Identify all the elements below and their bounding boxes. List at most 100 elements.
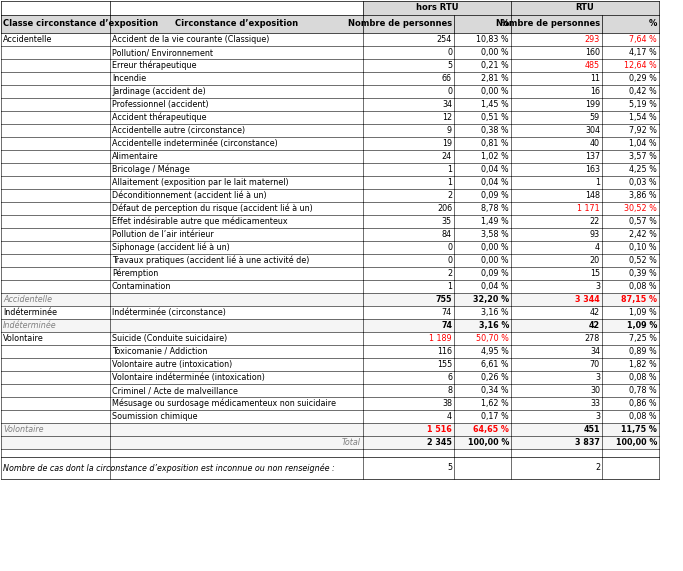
Text: Erreur thérapeutique: Erreur thérapeutique	[112, 61, 197, 70]
Text: 35: 35	[442, 217, 452, 226]
Text: 3,16 %: 3,16 %	[479, 321, 509, 330]
Text: 3,16 %: 3,16 %	[482, 308, 509, 317]
Text: 32,20 %: 32,20 %	[473, 295, 509, 304]
Text: Nombre de personnes: Nombre de personnes	[496, 19, 600, 29]
Text: Alimentaire: Alimentaire	[112, 152, 158, 161]
Text: Toxicomanie / Addiction: Toxicomanie / Addiction	[112, 347, 208, 356]
Text: 137: 137	[585, 152, 600, 161]
Text: 3 344: 3 344	[575, 295, 600, 304]
Text: 254: 254	[436, 35, 452, 44]
Text: Criminel / Acte de malveillance: Criminel / Acte de malveillance	[112, 386, 238, 395]
Text: Indéterminée (circonstance): Indéterminée (circonstance)	[112, 308, 226, 317]
Text: 163: 163	[585, 165, 600, 174]
Text: 93: 93	[590, 230, 600, 239]
Text: 1,54 %: 1,54 %	[629, 113, 657, 122]
Text: 4,17 %: 4,17 %	[629, 48, 657, 57]
Bar	[511, 1, 659, 15]
Text: 15: 15	[590, 269, 600, 278]
Text: 0,42 %: 0,42 %	[629, 87, 657, 96]
Text: Contamination: Contamination	[112, 282, 171, 291]
Text: 4,95 %: 4,95 %	[481, 347, 509, 356]
Text: Nombre de personnes: Nombre de personnes	[348, 19, 452, 29]
Text: Soumission chimique: Soumission chimique	[112, 412, 197, 421]
Text: 4: 4	[447, 412, 452, 421]
Text: 0,38 %: 0,38 %	[482, 126, 509, 135]
Text: 100,00 %: 100,00 %	[615, 438, 657, 447]
Text: Total: Total	[342, 438, 361, 447]
Text: 0,34 %: 0,34 %	[482, 386, 509, 395]
Text: 0,89 %: 0,89 %	[629, 347, 657, 356]
Text: 66: 66	[442, 74, 452, 83]
Text: 2,81 %: 2,81 %	[482, 74, 509, 83]
Text: Pollution/ Environnement: Pollution/ Environnement	[112, 48, 213, 57]
Text: 0: 0	[447, 48, 452, 57]
Text: RTU: RTU	[576, 3, 594, 13]
Text: 0,08 %: 0,08 %	[629, 373, 657, 382]
Text: 22: 22	[589, 217, 600, 226]
Bar	[363, 1, 511, 15]
Text: 1,09 %: 1,09 %	[629, 308, 657, 317]
Text: 2: 2	[595, 464, 600, 472]
Text: 199: 199	[585, 100, 600, 109]
Text: 0,04 %: 0,04 %	[482, 165, 509, 174]
Bar	[1, 423, 659, 436]
Text: 451: 451	[583, 425, 600, 434]
Text: 5: 5	[447, 464, 452, 472]
Text: 1,04 %: 1,04 %	[629, 139, 657, 148]
Text: 10,83 %: 10,83 %	[476, 35, 509, 44]
Text: 148: 148	[585, 191, 600, 200]
Text: 0,17 %: 0,17 %	[482, 412, 509, 421]
Text: 0,26 %: 0,26 %	[482, 373, 509, 382]
Text: 0,29 %: 0,29 %	[629, 74, 657, 83]
Text: Indéterminée: Indéterminée	[3, 308, 57, 317]
Text: 64,65 %: 64,65 %	[473, 425, 509, 434]
Text: 7,92 %: 7,92 %	[629, 126, 657, 135]
Text: 1: 1	[447, 282, 452, 291]
Bar	[1, 293, 659, 306]
Text: 42: 42	[589, 321, 600, 330]
Text: Accident thérapeutique: Accident thérapeutique	[112, 112, 206, 122]
Text: 0,81 %: 0,81 %	[482, 139, 509, 148]
Text: 34: 34	[442, 100, 452, 109]
Text: 70: 70	[590, 360, 600, 369]
Text: 0,09 %: 0,09 %	[482, 269, 509, 278]
Text: 59: 59	[589, 113, 600, 122]
Text: Accidentelle: Accidentelle	[3, 35, 53, 44]
Text: Volontaire: Volontaire	[3, 334, 44, 343]
Text: 1 516: 1 516	[428, 425, 452, 434]
Text: 755: 755	[436, 295, 452, 304]
Text: 3 837: 3 837	[575, 438, 600, 447]
Text: 485: 485	[585, 61, 600, 70]
Text: 0: 0	[447, 256, 452, 265]
Text: 0,86 %: 0,86 %	[629, 399, 657, 408]
Text: Circonstance d’exposition: Circonstance d’exposition	[175, 19, 298, 29]
Text: 16: 16	[590, 87, 600, 96]
Text: 206: 206	[437, 204, 452, 213]
Text: Effet indésirable autre que médicamenteux: Effet indésirable autre que médicamenteu…	[112, 217, 288, 226]
Text: hors RTU: hors RTU	[416, 3, 458, 13]
Text: 2,42 %: 2,42 %	[629, 230, 657, 239]
Text: 3: 3	[595, 282, 600, 291]
Text: 8,78 %: 8,78 %	[482, 204, 509, 213]
Text: 87,15 %: 87,15 %	[621, 295, 657, 304]
Text: 0,51 %: 0,51 %	[482, 113, 509, 122]
Text: 30: 30	[590, 386, 600, 395]
Text: 6,61 %: 6,61 %	[482, 360, 509, 369]
Text: Bricolage / Ménage: Bricolage / Ménage	[112, 165, 190, 174]
Text: 12,64 %: 12,64 %	[624, 61, 657, 70]
Text: 0,52 %: 0,52 %	[629, 256, 657, 265]
Text: 0: 0	[447, 243, 452, 252]
Text: 1,02 %: 1,02 %	[482, 152, 509, 161]
Text: Jardinage (accident de): Jardinage (accident de)	[112, 87, 206, 96]
Text: Défaut de perception du risque (accident lié à un): Défaut de perception du risque (accident…	[112, 204, 313, 213]
Text: Déconditionnement (accident lié à un): Déconditionnement (accident lié à un)	[112, 191, 266, 200]
Text: 34: 34	[590, 347, 600, 356]
Text: 155: 155	[436, 360, 452, 369]
Text: 24: 24	[442, 152, 452, 161]
Text: %: %	[501, 19, 509, 29]
Text: 74: 74	[442, 308, 452, 317]
Text: 0,08 %: 0,08 %	[629, 412, 657, 421]
Text: 0,57 %: 0,57 %	[629, 217, 657, 226]
Text: 40: 40	[590, 139, 600, 148]
Text: 4,25 %: 4,25 %	[629, 165, 657, 174]
